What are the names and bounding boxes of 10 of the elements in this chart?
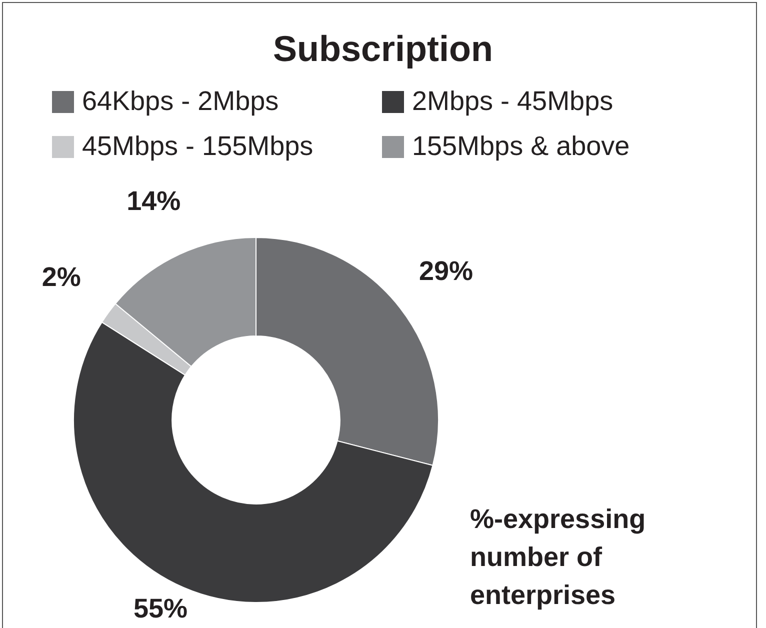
legend-label: 64Kbps - 2Mbps: [82, 86, 279, 117]
data-label: 29%: [419, 256, 474, 286]
data-label: 2%: [42, 262, 81, 292]
data-label: 55%: [133, 593, 188, 624]
data-label: 14%: [126, 186, 181, 216]
legend-label: 2Mbps - 45Mbps: [412, 86, 614, 117]
legend-label: 155Mbps & above: [412, 131, 630, 162]
chart-title: Subscription: [272, 28, 494, 70]
text: %-expressing number of enterprises: [470, 503, 647, 612]
legend-label: 45Mbps - 155Mbps: [82, 131, 314, 162]
